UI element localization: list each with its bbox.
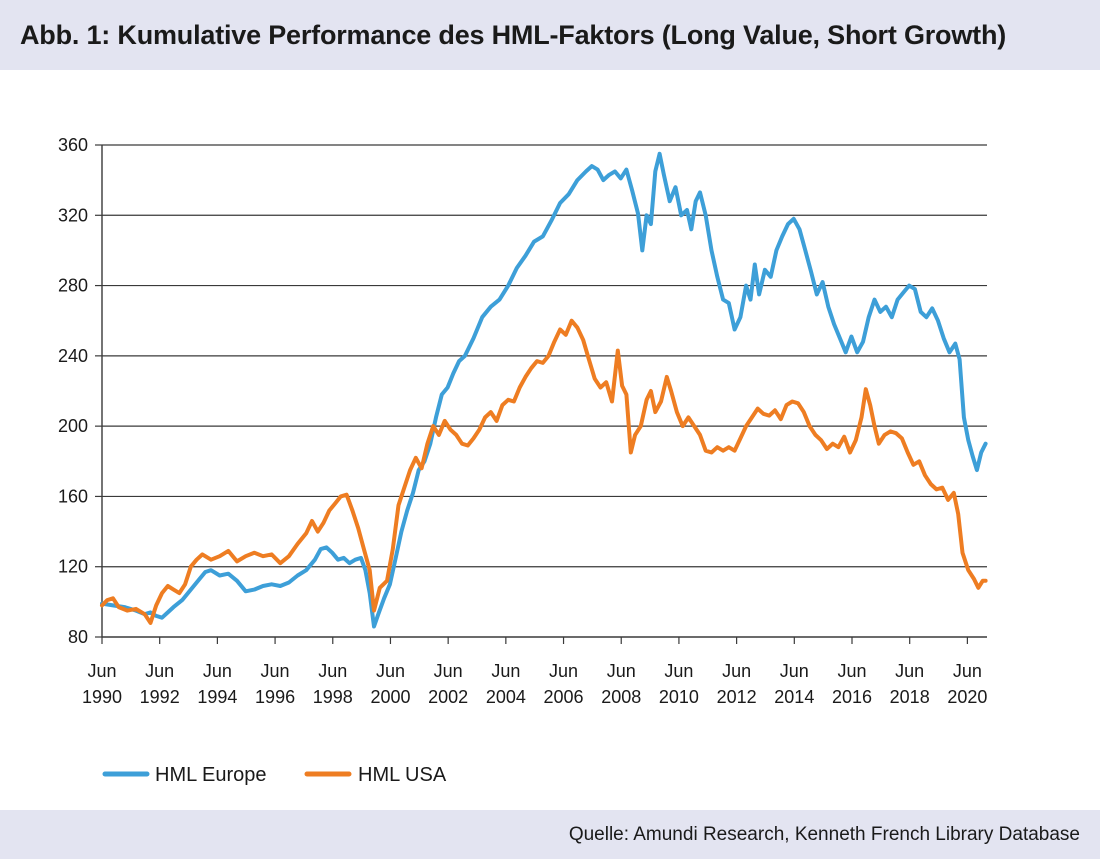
x-tick-label-month: Jun bbox=[491, 661, 520, 681]
x-tick-label-year: 2010 bbox=[659, 687, 699, 707]
x-tick-label-year: 1990 bbox=[82, 687, 122, 707]
x-tick-label-year: 2014 bbox=[774, 687, 814, 707]
source-bar: Quelle: Amundi Research, Kenneth French … bbox=[0, 810, 1100, 859]
x-tick-label-year: 1996 bbox=[255, 687, 295, 707]
chart-title: Abb. 1: Kumulative Performance des HML-F… bbox=[20, 19, 1007, 50]
x-tick-label-month: Jun bbox=[203, 661, 232, 681]
x-tick-label-month: Jun bbox=[780, 661, 809, 681]
y-tick-label: 240 bbox=[58, 346, 88, 366]
chart-title-bar: Abb. 1: Kumulative Performance des HML-F… bbox=[0, 0, 1100, 70]
x-tick-label-month: Jun bbox=[261, 661, 290, 681]
y-tick-label: 120 bbox=[58, 557, 88, 577]
y-tick-label: 280 bbox=[58, 276, 88, 296]
x-tick-label-month: Jun bbox=[318, 661, 347, 681]
x-tick-label-year: 1992 bbox=[140, 687, 180, 707]
x-tick-label-year: 2000 bbox=[370, 687, 410, 707]
x-tick-label-year: 2008 bbox=[601, 687, 641, 707]
x-tick-label-year: 2012 bbox=[717, 687, 757, 707]
series-line-hml-usa bbox=[100, 318, 988, 625]
y-tick-label: 360 bbox=[58, 135, 88, 155]
legend: HML Europe HML USA bbox=[102, 764, 447, 786]
x-tick-label-year: 2018 bbox=[890, 687, 930, 707]
source-note: Quelle: Amundi Research, Kenneth French … bbox=[568, 823, 1080, 845]
x-tick-label-month: Jun bbox=[664, 661, 693, 681]
series-line-hml-europe bbox=[100, 151, 988, 629]
x-tick-label-month: Jun bbox=[722, 661, 751, 681]
x-tick-label-year: 1994 bbox=[197, 687, 237, 707]
x-axis-tick-labels: Jun 1990 Jun 1992 Jun 1994 Jun 1996 Jun 1998 Jun 20… bbox=[82, 661, 987, 707]
x-tick-label-month: Jun bbox=[895, 661, 924, 681]
grid-lines bbox=[102, 144, 987, 568]
x-tick-label-year: 2004 bbox=[486, 687, 526, 707]
y-tick-label: 160 bbox=[58, 486, 88, 506]
y-axis-tick-labels: 80 120 160 200 240 280 320 360 bbox=[58, 135, 88, 647]
legend-label: HML Europe bbox=[155, 764, 267, 786]
x-tick-label-month: Jun bbox=[376, 661, 405, 681]
x-tick-label-month: Jun bbox=[837, 661, 866, 681]
y-tick-label: 320 bbox=[58, 205, 88, 225]
x-tick-label-month: Jun bbox=[434, 661, 463, 681]
x-tick-label-year: 2006 bbox=[544, 687, 584, 707]
y-tick-label: 80 bbox=[68, 627, 88, 647]
x-tick-label-year: 2016 bbox=[832, 687, 872, 707]
x-tick-label-year: 1998 bbox=[313, 687, 353, 707]
x-tick-label-month: Jun bbox=[549, 661, 578, 681]
x-tick-label-month: Jun bbox=[145, 661, 174, 681]
legend-label: HML USA bbox=[358, 764, 447, 786]
x-tick-label-month: Jun bbox=[607, 661, 636, 681]
series-lines bbox=[100, 151, 988, 629]
x-tick-label-month: Jun bbox=[953, 661, 982, 681]
x-tick-label-year: 2020 bbox=[947, 687, 987, 707]
y-tick-label: 200 bbox=[58, 416, 88, 436]
x-tick-label-month: Jun bbox=[87, 661, 116, 681]
axes bbox=[95, 144, 987, 644]
x-tick-label-year: 2002 bbox=[428, 687, 468, 707]
